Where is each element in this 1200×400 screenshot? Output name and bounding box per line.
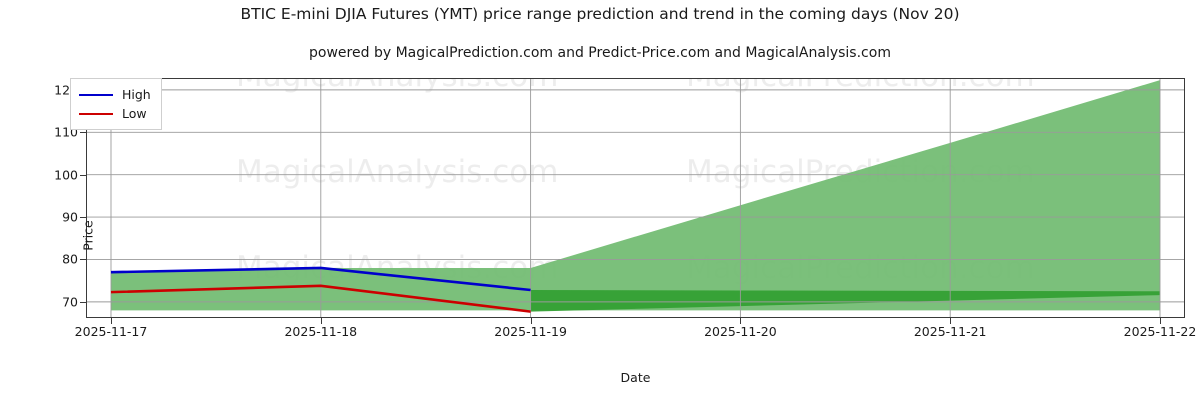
x-tick-label: 2025-11-22 [1123,324,1197,339]
legend-item-low: Low [79,104,151,123]
y-tick-mark [80,259,86,261]
plot-area: MagicalAnalysis.comMagicalPrediction.com… [54,78,1196,385]
x-tick-label: 2025-11-17 [74,324,148,339]
chart-title: BTIC E-mini DJIA Futures (YMT) price ran… [240,5,960,23]
gridline-layer [86,78,1185,318]
legend-label-high: High [122,87,151,102]
outer-range-band [111,80,1160,311]
chart-legend: High Low [70,78,162,130]
y-tick-label: 80 [62,251,78,267]
legend-swatch-high [79,93,113,96]
y-tick-mark [80,301,86,303]
x-tick-label: 2025-11-18 [284,324,358,339]
svg-text:MagicalAnalysis.com: MagicalAnalysis.com [236,154,558,190]
series-layer [110,266,531,313]
y-tick-mark [80,174,86,176]
chart-canvas: MagicalAnalysis.comMagicalPrediction.com… [86,78,1185,318]
legend-swatch-low [79,112,113,115]
legend-label-low: Low [122,106,147,121]
y-axis-ticks: 70 80 90 100 110 120 [54,78,1185,318]
legend-item-high: High [79,85,151,104]
x-tick-mark [740,318,742,324]
x-axis-label: Date [620,370,651,385]
band-layer [111,80,1160,312]
x-tick-mark [111,318,112,324]
y-tick-mark [80,217,86,219]
inner-trend-band [530,290,1160,312]
y-tick-label: 100 [54,167,78,183]
x-tick-mark [530,318,532,324]
chart-subtitle: powered by MagicalPrediction.com and Pre… [309,45,891,61]
y-axis-label: Price [80,220,96,251]
y-tick-label: 90 [62,209,78,225]
x-tick-label: 2025-11-20 [704,324,777,339]
series-line-low [110,284,531,313]
x-tick-mark [320,318,322,324]
x-tick-mark [1160,318,1161,324]
x-tick-label: 2025-11-21 [913,324,987,339]
plot-frame [86,78,1185,318]
y-tick-mark [80,132,86,134]
series-line-high [110,266,531,292]
x-tick-label: 2025-11-19 [494,324,567,339]
x-tick-mark [950,318,952,324]
y-tick-label: 70 [62,294,78,310]
